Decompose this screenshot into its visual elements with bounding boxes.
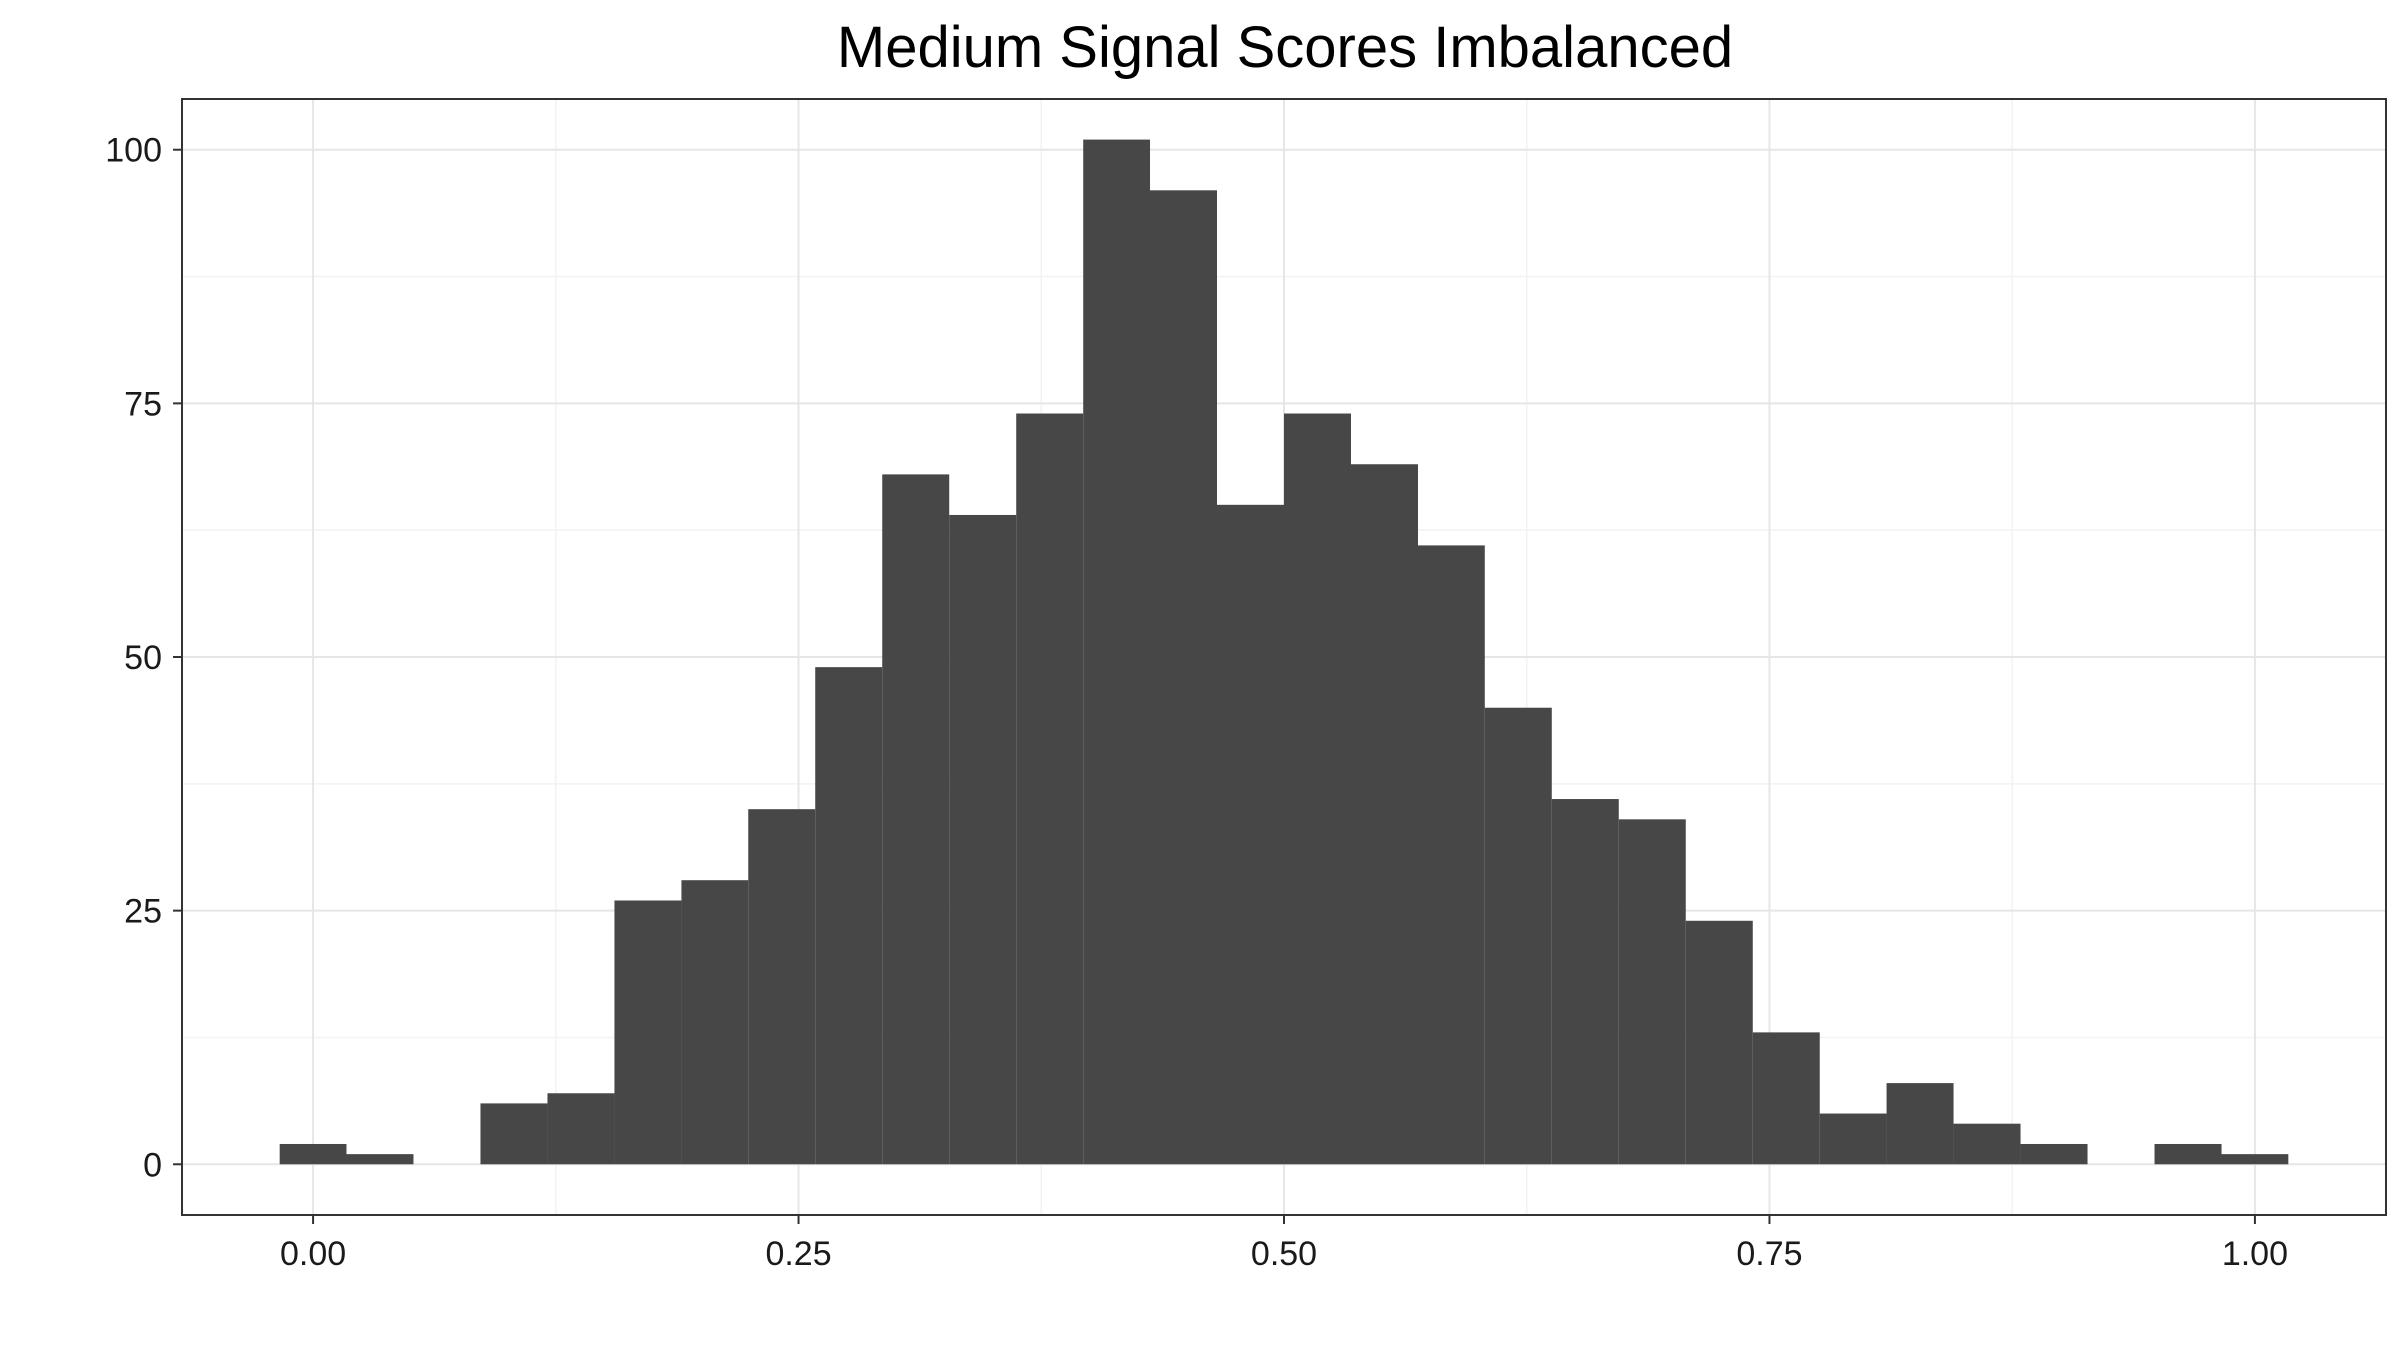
histogram-bar (547, 1093, 615, 1165)
x-tick-label: 0.25 (765, 1235, 831, 1273)
histogram-bar (1886, 1083, 1954, 1165)
histogram-bar (1551, 799, 1619, 1165)
histogram-bar (2221, 1154, 2289, 1165)
histogram-bar (1217, 504, 1284, 1165)
y-tick-label: 50 (124, 639, 162, 677)
histogram-bar (1284, 413, 1351, 1165)
y-tick-label: 75 (124, 385, 162, 423)
histogram-bar (2020, 1143, 2088, 1165)
histogram-bar (815, 667, 883, 1165)
x-tick-label: 0.50 (1251, 1235, 1317, 1273)
x-axis: 0.00 0.25 0.50 0.75 1.00 (280, 1215, 2288, 1273)
y-tick-label: 0 (143, 1146, 162, 1184)
x-tick-label: 0.00 (280, 1235, 346, 1273)
histogram-bars (279, 139, 2289, 1165)
histogram-bar (1618, 819, 1686, 1165)
histogram-bar (1150, 190, 1218, 1165)
histogram-bar (1083, 139, 1151, 1165)
histogram-bar (1016, 413, 1084, 1165)
histogram-bar (1953, 1123, 2021, 1165)
histogram-bar (1417, 545, 1485, 1165)
histogram-bar (748, 809, 816, 1165)
x-tick-label: 0.75 (1736, 1235, 1802, 1273)
histogram-bar (614, 900, 682, 1165)
histogram-bar (279, 1143, 347, 1165)
histogram-bar (2154, 1143, 2222, 1165)
y-tick-label: 25 (124, 893, 162, 931)
histogram-bar (882, 474, 950, 1165)
histogram-bar (1685, 920, 1753, 1165)
histogram-bar (1484, 707, 1552, 1165)
histogram-bar (949, 514, 1017, 1165)
histogram-bar (346, 1154, 414, 1165)
histogram-bar (1819, 1113, 1887, 1165)
histogram-bar (1350, 464, 1418, 1165)
histogram-bar (1752, 1032, 1820, 1165)
y-tick-label: 100 (105, 132, 162, 170)
y-axis: 0 25 50 75 100 (105, 132, 182, 1184)
histogram-bar (681, 880, 749, 1165)
chart-title: Medium Signal Scores Imbalanced (836, 15, 1734, 80)
histogram-bar (480, 1103, 548, 1165)
x-tick-label: 1.00 (2222, 1235, 2288, 1273)
